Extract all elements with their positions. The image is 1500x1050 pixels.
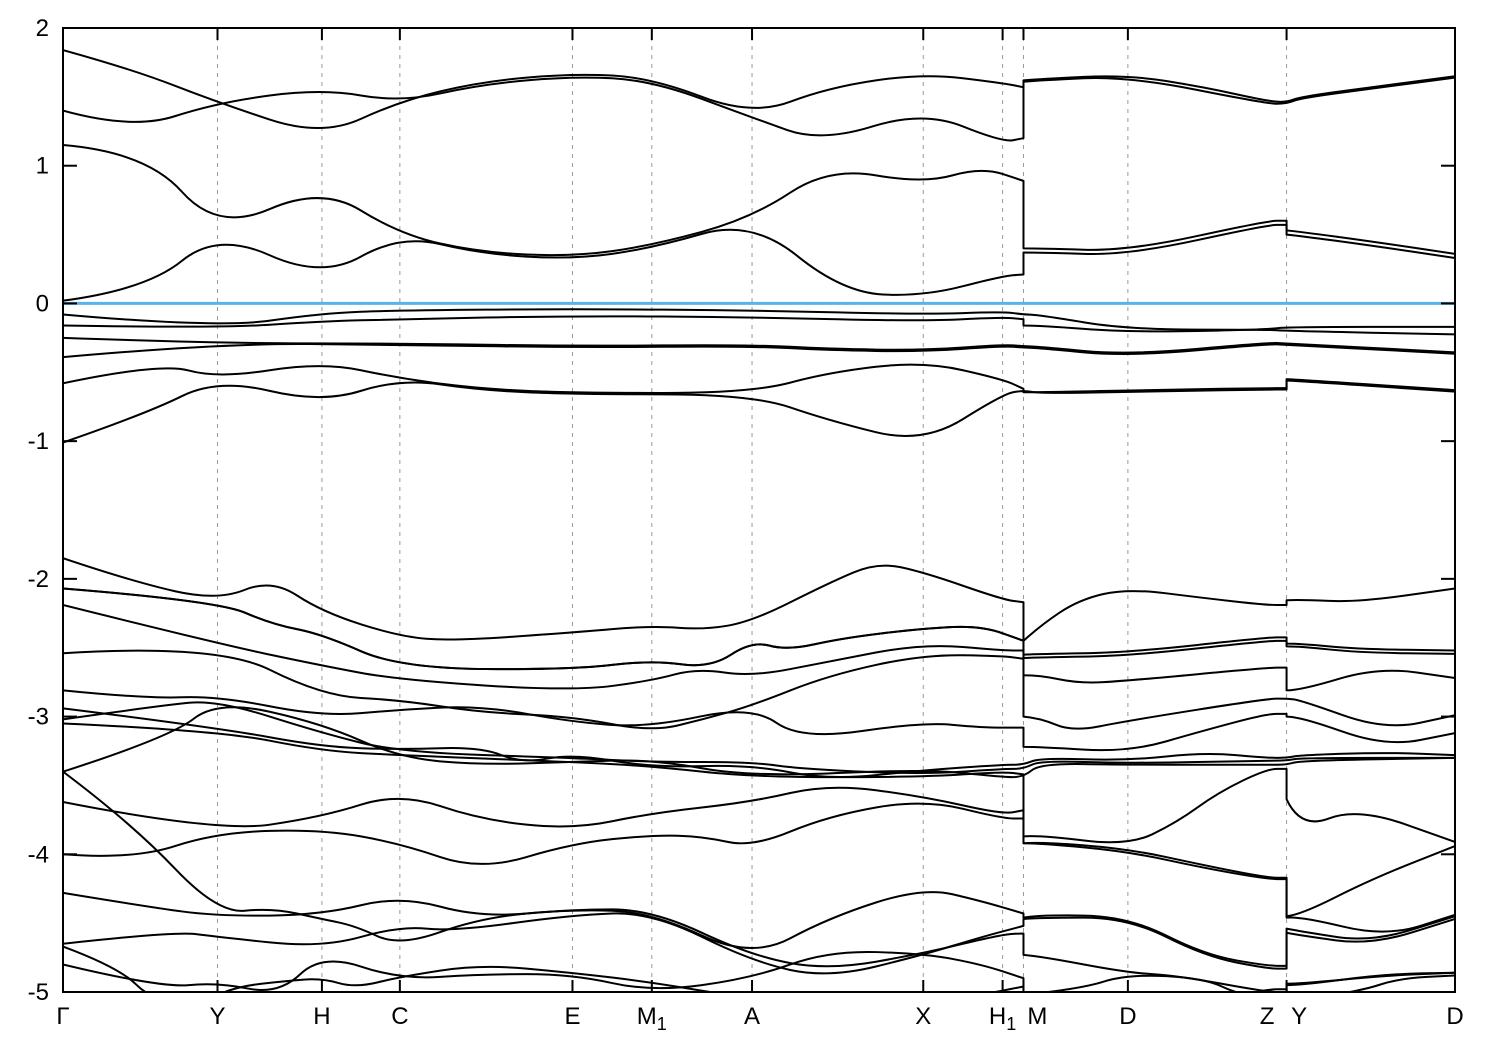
band-3 xyxy=(63,144,1455,257)
k-point-label-C: C xyxy=(391,1003,408,1030)
y-axis-labels: 2 1 0 -1 -2 -3 -4 -5 xyxy=(28,15,49,1006)
y-tick-label: -2 xyxy=(28,566,49,593)
band-12 xyxy=(63,587,1455,671)
k-point-label-Y: Y xyxy=(210,1003,226,1030)
k-point-label-M1: M1 xyxy=(637,1003,667,1034)
k-point-label-A: A xyxy=(744,1003,760,1030)
k-point-label-Z: Z xyxy=(1260,1003,1275,1030)
band-18 xyxy=(63,701,1455,775)
band-4 xyxy=(63,223,1455,302)
k-point-label-X: X xyxy=(915,1003,931,1030)
band-22 xyxy=(63,767,1455,844)
k-point-label-M: M xyxy=(1027,1003,1047,1030)
band-14 xyxy=(63,604,1455,692)
band-2 xyxy=(63,76,1455,142)
bands xyxy=(63,49,1455,992)
y-tick-label: -5 xyxy=(28,979,49,1006)
band-11 xyxy=(63,557,1455,642)
band-13 xyxy=(63,587,1455,671)
k-point-label-Γ: Γ xyxy=(56,1003,69,1030)
k-point-label-H1: H1 xyxy=(989,1003,1016,1034)
band-10 xyxy=(63,379,1455,444)
band-9 xyxy=(63,363,1455,394)
band-26 xyxy=(63,950,1455,992)
x-axis-labels: Γ Y H C E M1 A X H1 M D Z Y D xyxy=(56,1003,1463,1034)
band-19 xyxy=(63,722,1455,918)
band-23 xyxy=(63,802,1455,933)
band-7 xyxy=(63,336,1455,354)
grid-lines xyxy=(217,28,1288,992)
band-27 xyxy=(63,945,1455,992)
band-21 xyxy=(63,770,1455,967)
k-point-label-E: E xyxy=(564,1003,580,1030)
band-15 xyxy=(63,649,1455,730)
y-tick-label: 1 xyxy=(36,153,49,180)
band-16 xyxy=(63,689,1455,752)
band-8 xyxy=(63,343,1455,359)
band-1 xyxy=(63,49,1455,130)
y-tick-label: 0 xyxy=(36,290,49,317)
k-point-label-Y: Y xyxy=(1291,1003,1307,1030)
y-tick-label: -3 xyxy=(28,704,49,731)
y-tick-label: -1 xyxy=(28,428,49,455)
axes-frame xyxy=(62,27,1456,993)
band-24 xyxy=(63,891,1455,992)
y-tick-label: 2 xyxy=(36,15,49,42)
band-6 xyxy=(63,315,1455,333)
y-tick-label: -4 xyxy=(28,841,49,868)
k-point-label-D: D xyxy=(1119,1003,1136,1030)
k-point-label-H: H xyxy=(313,1003,330,1030)
band-17 xyxy=(63,707,1455,778)
band-20 xyxy=(63,706,1455,779)
band-25 xyxy=(63,912,1455,975)
k-point-label-D: D xyxy=(1446,1003,1463,1030)
band-5 xyxy=(63,308,1455,336)
